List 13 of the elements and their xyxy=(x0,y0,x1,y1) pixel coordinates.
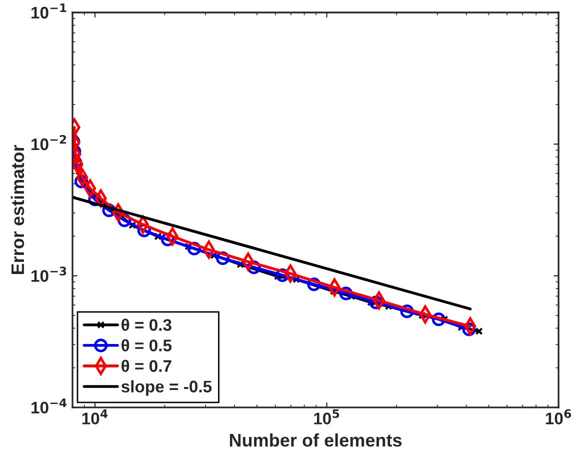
y-tick-label: 10$^{−2}$ xyxy=(32,135,66,150)
x-tick-label: 10$^{4}$ xyxy=(82,409,108,424)
y-tick-label: 10$^{−4}$ xyxy=(32,398,67,414)
legend-label: θ = 0.5 xyxy=(122,339,172,352)
x-tick-label: 10$^{6}$ xyxy=(546,409,572,424)
legend-label: θ = 0.3 xyxy=(122,318,172,331)
legend-label: θ = 0.7 xyxy=(122,360,172,372)
y-tick-label: 10$^{−1}$ xyxy=(32,4,66,19)
legend-label: slope = -0.5 xyxy=(121,380,212,396)
x-tick-label: 10$^{5}$ xyxy=(314,409,340,424)
x-axis-title: Number of elements xyxy=(230,433,402,447)
y-tick-label: 10$^{−3}$ xyxy=(32,266,66,282)
y-axis-title: Error estimator xyxy=(10,145,24,274)
